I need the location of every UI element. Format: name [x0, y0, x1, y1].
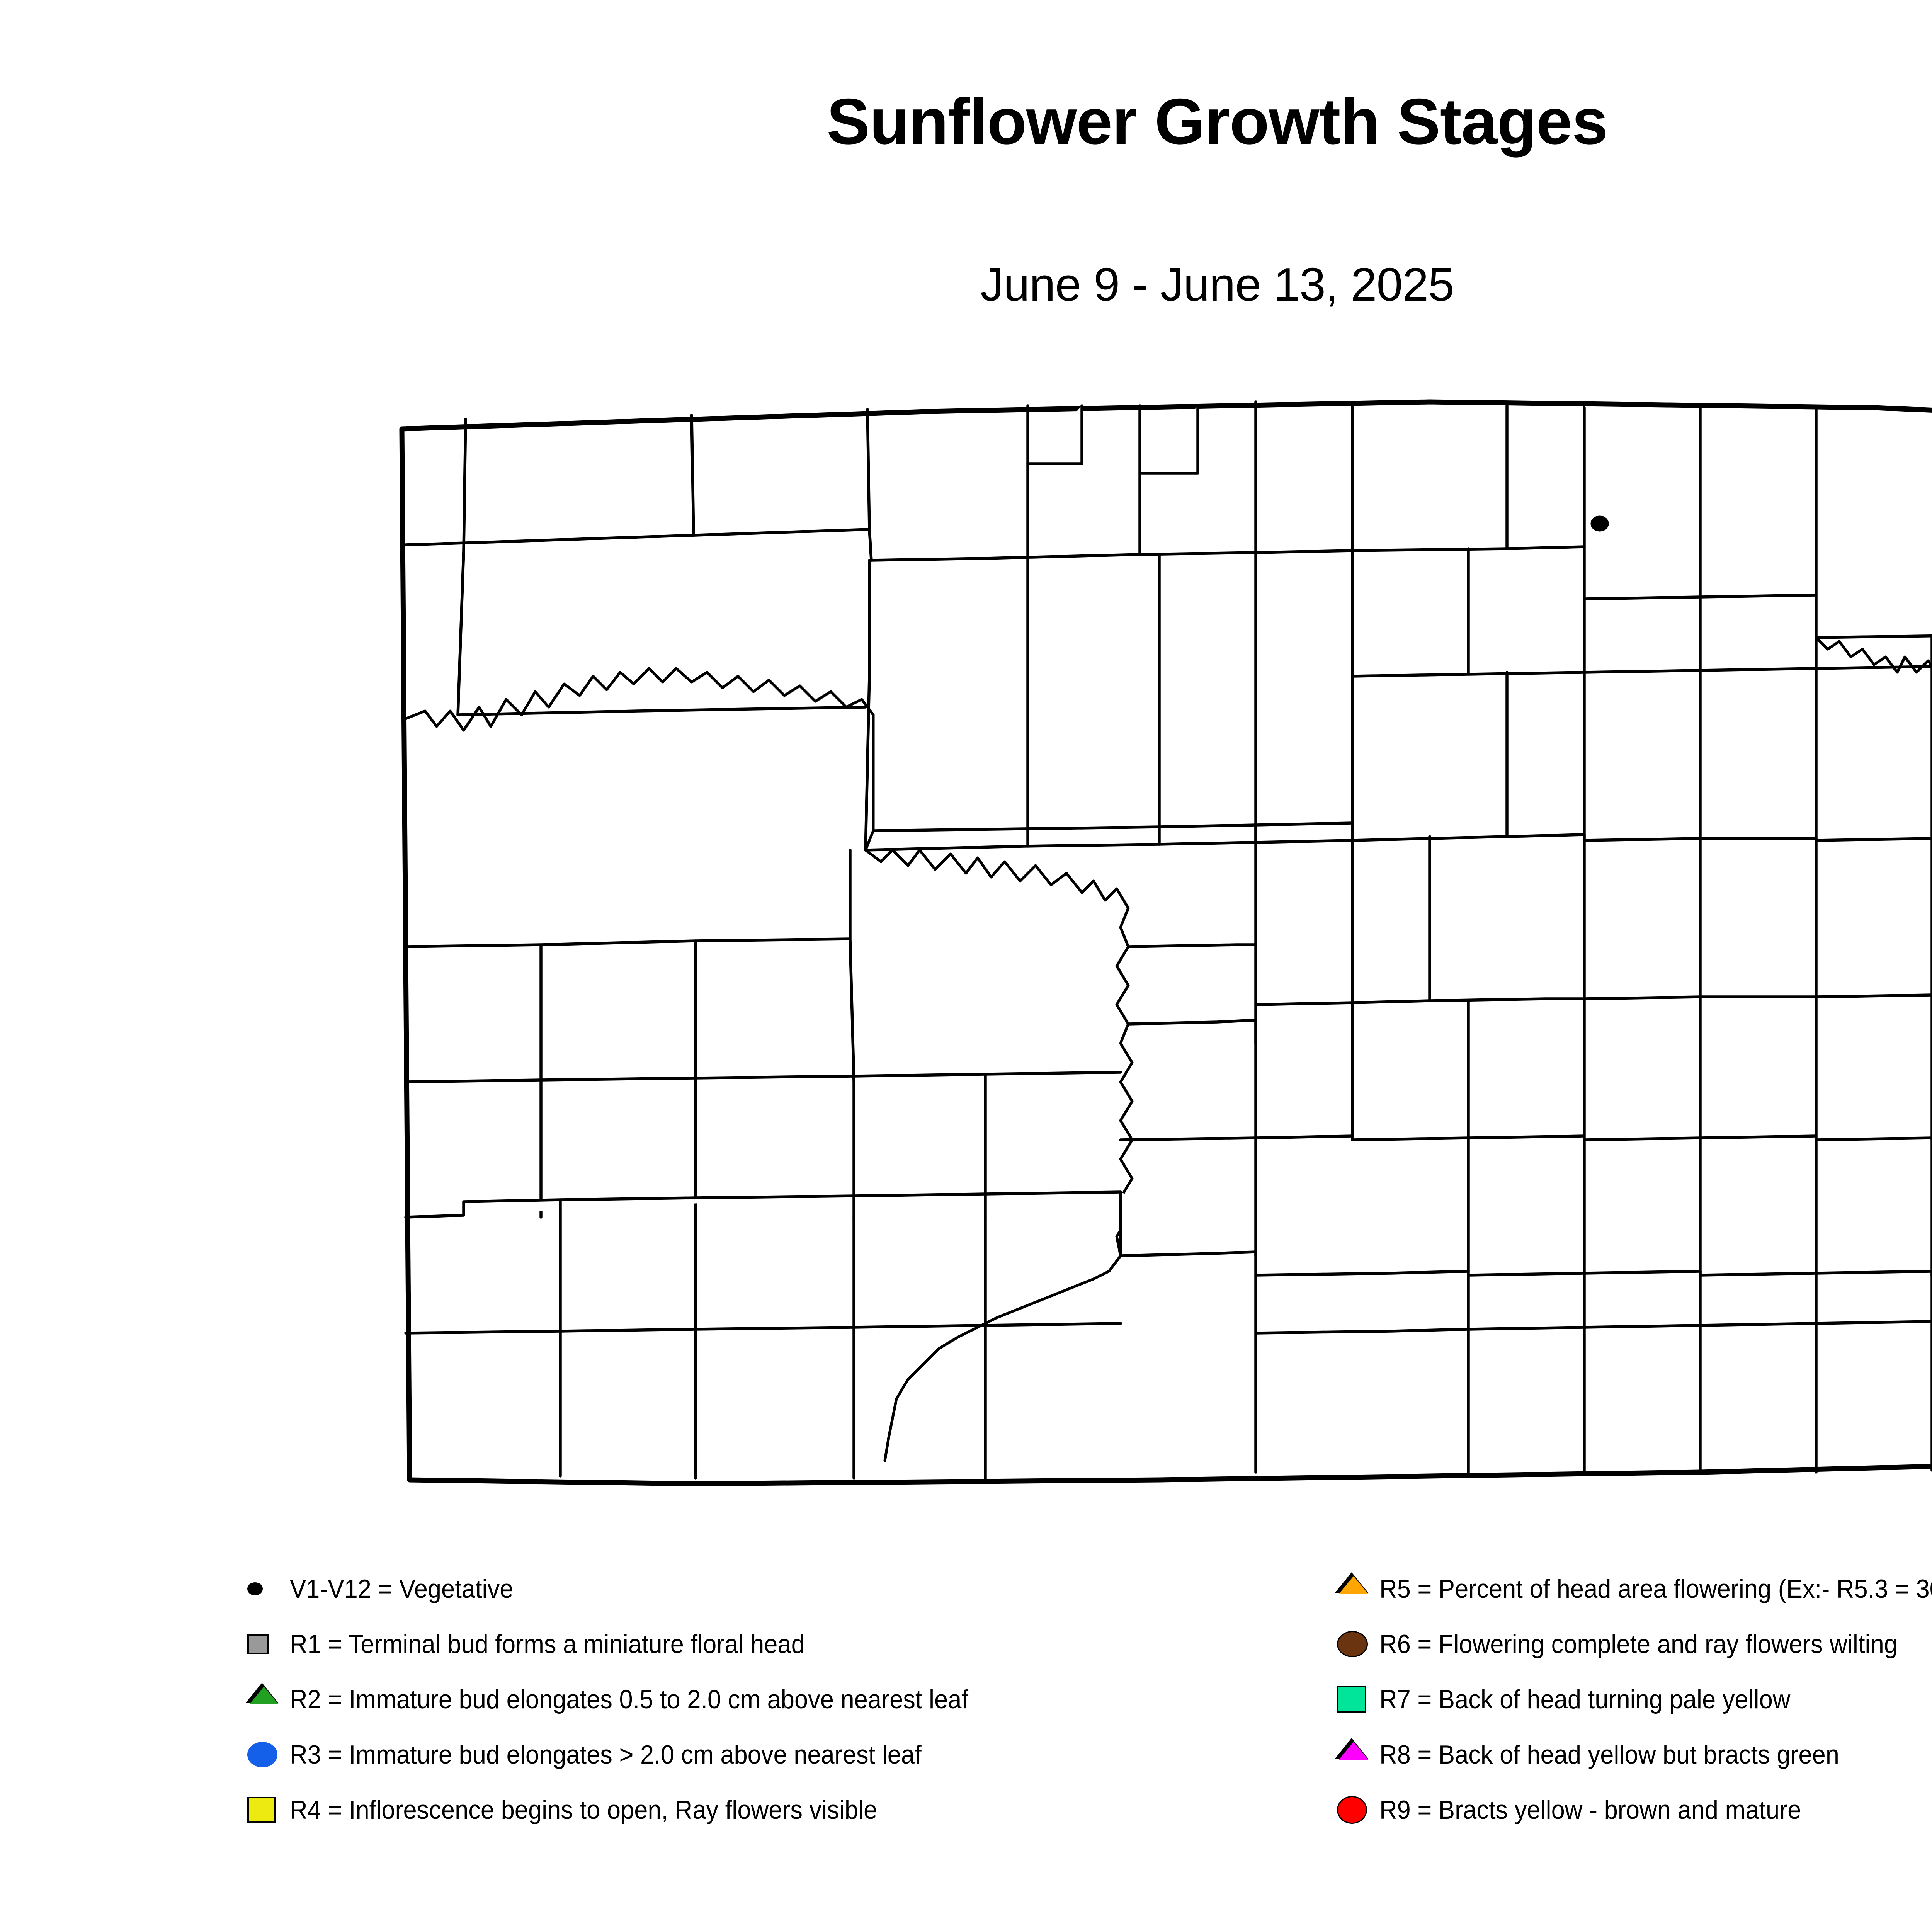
legend-label-r3: R3 = Immature bud elongates > 2.0 cm abo…: [290, 1740, 922, 1769]
triangle-green-icon: [245, 1682, 281, 1714]
county-divide: [1138, 404, 1199, 475]
county-divide: [456, 418, 467, 716]
data-points-layer: [1590, 515, 1609, 532]
county-divide: [852, 1190, 1122, 1197]
county-divide: [1583, 1134, 1818, 1141]
legend-item-r9[interactable]: R9 = Bracts yellow - brown and mature: [1337, 1782, 1932, 1837]
page-title: Sunflower Growth Stages: [0, 89, 1932, 154]
north-dakota-county-map: [348, 367, 1932, 1526]
county-divide: [852, 1322, 1122, 1329]
legend-item-v1v12[interactable]: V1-V12 = Vegetative: [247, 1561, 1019, 1616]
county-divide: [404, 937, 852, 948]
legend-label-r8: R8 = Back of head yellow but bracts gree…: [1379, 1740, 1839, 1769]
county-divide: [404, 1194, 855, 1219]
circle-red-icon: [1337, 1796, 1367, 1824]
lake-sakakawea-boundary: [404, 667, 875, 732]
county-divide: [1127, 1019, 1257, 1026]
county-divide: [1815, 634, 1932, 639]
county-divide: [1815, 993, 1932, 998]
triangle-orange-icon: [1335, 1572, 1370, 1604]
legend-label-r5: R5 = Percent of head area flowering (Ex:…: [1379, 1574, 1932, 1604]
legend-marker-r5: [1335, 1570, 1379, 1608]
county-divide: [404, 528, 871, 546]
county-divide: [1119, 1190, 1257, 1257]
county-divide: [404, 1326, 855, 1335]
legend-item-r7[interactable]: R7 = Back of head turning pale yellow: [1337, 1672, 1932, 1727]
legend-item-r3[interactable]: R3 = Immature bud elongates > 2.0 cm abo…: [247, 1727, 1019, 1782]
legend-marker-r8: [1335, 1735, 1379, 1774]
date-range-subtitle: June 9 - June 13, 2025: [0, 261, 1932, 308]
county-divide: [870, 553, 1141, 562]
legend-marker-r4: [247, 1791, 290, 1829]
county-divide: [872, 821, 1354, 832]
square-springgreen-icon: [1337, 1685, 1366, 1713]
date-range-text: June 9 - June 13, 2025: [980, 258, 1454, 311]
circle-brown-icon: [1337, 1631, 1368, 1657]
legend-item-r6[interactable]: R6 = Flowering complete and ray flowers …: [1337, 1616, 1932, 1672]
county-divide: [404, 1075, 855, 1083]
map-data-point-v1-v12: [1590, 515, 1609, 532]
county-divide: [864, 843, 1161, 852]
legend-marker-r3: [247, 1735, 290, 1774]
county-divide: [1254, 1270, 1470, 1277]
county-divide: [1815, 837, 1932, 842]
legend-marker-r9: [1337, 1791, 1379, 1829]
square-gray-icon: [247, 1634, 269, 1654]
legend-item-r5[interactable]: R5 = Percent of head area flowering (Ex:…: [1335, 1561, 1932, 1616]
legend-item-r4[interactable]: R4 = Inflorescence begins to open, Ray f…: [247, 1782, 1019, 1837]
legend-item-r2[interactable]: R2 = Immature bud elongates 0.5 to 2.0 c…: [245, 1672, 1019, 1727]
county-divide: [1815, 665, 1932, 670]
county-divide: [866, 408, 873, 562]
legend-item-r1[interactable]: R1 = Terminal bud forms a miniature flor…: [247, 1616, 1019, 1672]
square-yellow-icon: [247, 1796, 276, 1823]
county-divide: [849, 849, 855, 1083]
missouri-river-boundary: [864, 713, 1134, 1462]
legend-label-r4: R4 = Inflorescence begins to open, Ray f…: [290, 1795, 878, 1825]
county-boundaries: [399, 399, 1932, 1486]
map-svg: [399, 399, 1932, 1486]
county-divide: [1254, 1328, 1470, 1335]
legend-column-left: V1-V12 = Vegetative R1 = Terminal bud fo…: [245, 1561, 1019, 1837]
legend-label-r1: R1 = Terminal bud forms a miniature flor…: [290, 1629, 805, 1659]
triangle-magenta-icon: [1335, 1738, 1370, 1769]
legend-marker-r6: [1337, 1625, 1379, 1663]
county-divide: [1815, 1136, 1932, 1141]
county-divide: [1026, 404, 1083, 465]
legend-label-r2: R2 = Immature bud elongates 0.5 to 2.0 c…: [290, 1684, 968, 1714]
county-divide: [690, 414, 695, 537]
legend-marker-r1: [247, 1625, 290, 1663]
circle-blue-icon: [247, 1742, 277, 1767]
county-divide: [1127, 943, 1257, 948]
legend-label-v1v12: V1-V12 = Vegetative: [290, 1574, 514, 1604]
circle-black-small-icon: [247, 1582, 263, 1595]
legend-label-r7: R7 = Back of head turning pale yellow: [1379, 1684, 1791, 1714]
legend-label-r6: R6 = Flowering complete and ray flowers …: [1379, 1629, 1898, 1659]
county-divide: [456, 706, 867, 716]
legend-marker-v1v12: [247, 1570, 290, 1608]
legend-item-r8[interactable]: R8 = Back of head yellow but bracts gree…: [1335, 1727, 1932, 1782]
county-divide: [1505, 833, 1586, 838]
legend-marker-r2: [245, 1680, 290, 1719]
devils-lake-boundary: [1815, 636, 1932, 674]
legend: V1-V12 = Vegetative R1 = Terminal bud fo…: [0, 1561, 1932, 1832]
legend-label-r9: R9 = Bracts yellow - brown and mature: [1379, 1795, 1801, 1825]
legend-column-right: R5 = Percent of head area flowering (Ex:…: [1335, 1561, 1932, 1837]
page-title-text: Sunflower Growth Stages: [827, 85, 1608, 158]
legend-marker-r7: [1337, 1680, 1379, 1719]
